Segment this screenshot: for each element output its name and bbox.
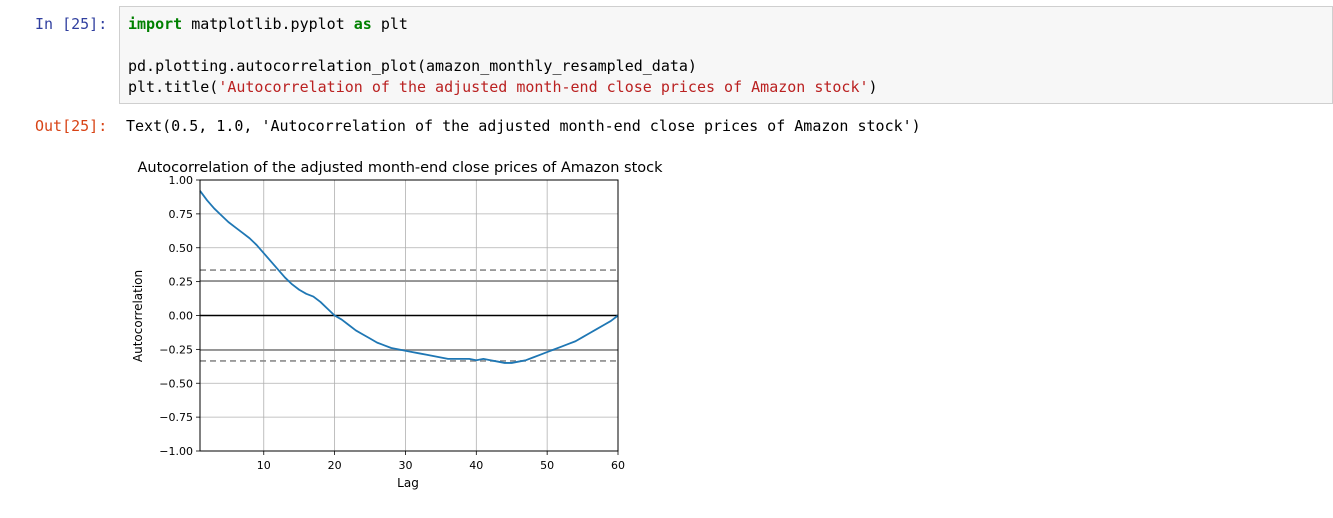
y-tick-label: 0.50 [169,242,194,255]
x-tick-label: 10 [257,459,271,472]
x-tick-label: 30 [398,459,412,472]
output-prompt: Out[25]: [35,117,108,135]
output-text: Text(0.5, 1.0, 'Autocorrelation of the a… [126,117,921,135]
chart-title: Autocorrelation of the adjusted month-en… [137,160,663,176]
x-ticks: 10 20 30 40 50 60 [257,451,625,472]
x-tick-label: 40 [469,459,483,472]
series [199,190,619,364]
y-tick-label: −0.75 [159,411,193,424]
code-call: plt.title( [128,78,219,96]
y-tick-label: 1.00 [169,174,194,187]
autocorrelation-plot: Autocorrelation of the adjusted month-en… [131,160,663,490]
autocorrelation-line [199,190,619,364]
code-close-paren: ) [868,78,878,96]
x-tick-label: 20 [328,459,342,472]
keyword-import: import [128,15,183,33]
code-string: 'Autocorrelation of the adjusted month-e… [218,78,869,96]
code-module: matplotlib.pyplot [182,15,354,33]
y-tick-label: 0.00 [169,310,194,323]
y-ticks: 1.00 0.75 0.50 0.25 0.00 −0.25 −0.50 −0.75 −1.00 [159,174,200,458]
y-axis-label: Autocorrelation [131,270,145,362]
keyword-as: as [353,15,372,33]
y-tick-label: −1.00 [159,445,193,458]
confidence-lines [200,269,618,362]
y-tick-label: −0.50 [159,377,193,390]
input-prompt: In [25]: [35,15,108,33]
code-input-area[interactable]: import matplotlib.pyplot as plt pd.plott… [119,6,1333,104]
code-alias: plt [371,15,408,33]
x-tick-label: 50 [540,459,554,472]
code-line-2: pd.plotting.autocorrelation_plot(amazon_… [128,57,697,75]
y-tick-label: 0.25 [169,276,194,289]
code-line-3: plt.title('Autocorrelation of the adjust… [128,78,878,96]
x-axis-label: Lag [397,476,419,490]
x-tick-label: 60 [611,459,625,472]
code-line-1: import matplotlib.pyplot as plt [128,15,408,33]
y-tick-label: 0.75 [169,208,194,221]
y-tick-label: −0.25 [159,343,193,356]
